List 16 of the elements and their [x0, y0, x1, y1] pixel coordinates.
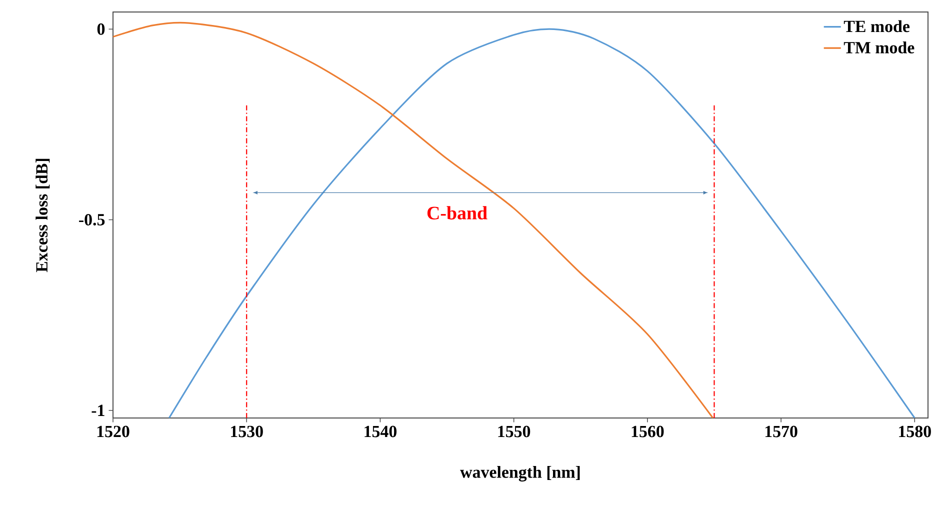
annotation: C-band: [427, 206, 488, 220]
x-tick-label: 1560: [632, 426, 664, 438]
x-tick-label: 1550: [498, 426, 530, 438]
x-tick-label: 1580: [899, 426, 931, 438]
line-series: [113, 22, 714, 418]
x-tick-label: 1570: [765, 426, 798, 438]
x-tick-label: 1520: [97, 426, 130, 438]
y-tick-label: -0.5: [79, 214, 105, 226]
x-tick-label: 1540: [364, 426, 397, 438]
x-tick-label: 1530: [231, 426, 263, 438]
legend-label: TM mode: [844, 41, 914, 54]
legend-label: TE mode: [844, 20, 910, 32]
x-axis-title: wavelength [nm]: [460, 466, 580, 482]
y-axis-title: Excess loss [dB]: [36, 158, 50, 272]
y-tick-label: 0: [97, 23, 105, 35]
y-tick-label: -1: [92, 404, 104, 416]
